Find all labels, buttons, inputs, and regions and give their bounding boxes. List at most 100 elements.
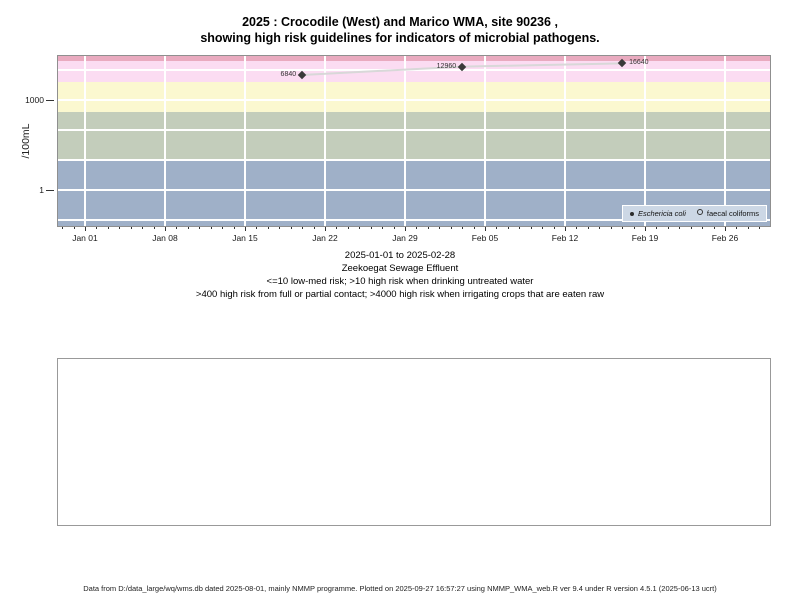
x-tick-major <box>564 227 566 231</box>
x-tick-minor <box>462 227 464 229</box>
plot-area: Eschericia coli faecal coliforms 6840 1296… <box>57 55 771 227</box>
x-tick-label-Jan-22: Jan 22 <box>312 233 338 243</box>
chart-title-line2: showing high risk guidelines for indicat… <box>200 31 600 45</box>
risk-band-above-20000 <box>58 56 770 61</box>
x-tick-minor <box>416 227 418 229</box>
chart-title-line1: 2025 : Crocodile (West) and Marico WMA, … <box>242 15 558 29</box>
subtitle-site-name: Zeekoegat Sewage Effluent <box>341 263 459 274</box>
x-tick-minor <box>153 227 155 229</box>
chart-title: 2025 : Crocodile (West) and Marico WMA, … <box>0 14 800 46</box>
x-tick-minor <box>187 227 189 229</box>
x-tick-minor <box>473 227 475 229</box>
x-tick-minor <box>702 227 704 229</box>
x-tick-minor <box>690 227 692 229</box>
x-tick-minor <box>553 227 555 229</box>
data-point-label: 16640 <box>629 59 649 67</box>
open-circle-icon <box>696 209 703 215</box>
x-tick-minor <box>542 227 544 229</box>
x-tick-label-Jan-29: Jan 29 <box>392 233 418 243</box>
legend-item-eschericia-coli: Eschericia coli <box>629 209 686 218</box>
legend-label: faecal coliforms <box>706 209 759 218</box>
empty-panel <box>57 358 771 526</box>
subtitle-guideline-contact-irrigation: >400 high risk from full or partial cont… <box>195 289 605 300</box>
x-tick-minor <box>519 227 521 229</box>
legend-label: Eschericia coli <box>637 209 686 218</box>
x-tick-minor <box>199 227 201 229</box>
x-tick-minor <box>713 227 715 229</box>
x-tick-major <box>164 227 166 231</box>
h-gridline <box>58 188 770 191</box>
risk-band-4000-20000-irrigation-high-risk <box>58 60 770 82</box>
x-tick-label-Jan-08: Jan 08 <box>152 233 178 243</box>
x-tick-minor <box>210 227 212 229</box>
x-tick-minor <box>279 227 281 229</box>
h-gridline <box>58 98 770 101</box>
x-tick-minor <box>576 227 578 229</box>
v-gridline <box>563 56 566 226</box>
x-tick-minor <box>679 227 681 229</box>
x-tick-minor <box>393 227 395 229</box>
v-gridline <box>403 56 406 226</box>
x-tick-label-Jan-01: Jan 01 <box>72 233 98 243</box>
x-tick-minor <box>382 227 384 229</box>
chart-subtitle: 2025-01-01 to 2025-02-28 Zeekoegat Sewag… <box>0 249 800 301</box>
risk-band-10-400-drinking-high-risk <box>58 111 770 160</box>
x-tick-minor <box>599 227 601 229</box>
y-tick-mark <box>46 189 54 191</box>
x-tick-minor <box>336 227 338 229</box>
risk-band-400-4000-contact-high-risk <box>58 81 770 112</box>
x-tick-major <box>84 227 86 231</box>
y-axis: 1000 1 <box>0 56 58 226</box>
x-tick-minor <box>450 227 452 229</box>
filled-dot-icon <box>629 211 634 216</box>
x-tick-minor <box>302 227 304 229</box>
x-tick-label-Jan-15: Jan 15 <box>232 233 258 243</box>
x-tick-minor <box>256 227 258 229</box>
series-line-ecoli <box>302 62 623 76</box>
legend-item-faecal-coliforms: faecal coliforms <box>696 209 759 218</box>
y-tick-mark <box>46 99 54 101</box>
x-tick-minor <box>370 227 372 229</box>
x-tick-label-Feb-19: Feb 19 <box>631 233 659 243</box>
x-tick-minor <box>610 227 612 229</box>
x-tick-minor <box>96 227 98 229</box>
x-tick-minor <box>359 227 361 229</box>
x-tick-minor <box>747 227 749 229</box>
x-tick-major <box>644 227 646 231</box>
x-tick-label-Feb-12: Feb 12 <box>551 233 579 243</box>
x-tick-minor <box>507 227 509 229</box>
subtitle-guideline-drinking: <=10 low-med risk; >10 high risk when dr… <box>266 276 534 287</box>
x-tick-minor <box>439 227 441 229</box>
x-tick-minor <box>736 227 738 229</box>
x-tick-minor <box>176 227 178 229</box>
x-tick-minor <box>233 227 235 229</box>
h-gridline <box>58 218 770 221</box>
x-tick-minor <box>222 227 224 229</box>
data-point-label: 6840 <box>280 70 297 78</box>
x-tick-major <box>244 227 246 231</box>
v-gridline <box>483 56 486 226</box>
x-tick-minor <box>313 227 315 229</box>
y-tick-label-1000: 1000 <box>25 94 44 105</box>
x-tick-minor <box>290 227 292 229</box>
x-tick-label-Feb-26: Feb 26 <box>711 233 739 243</box>
x-tick-minor <box>62 227 64 229</box>
x-tick-minor <box>107 227 109 229</box>
h-gridline <box>58 128 770 131</box>
x-tick-minor <box>633 227 635 229</box>
x-tick-major <box>724 227 726 231</box>
x-tick-minor <box>130 227 132 229</box>
x-tick-minor <box>622 227 624 229</box>
subtitle-date-range: 2025-01-01 to 2025-02-28 <box>344 250 456 261</box>
v-gridline <box>163 56 166 226</box>
x-tick-label-Feb-05: Feb 05 <box>471 233 499 243</box>
v-gridline <box>243 56 246 226</box>
y-tick-label-1: 1 <box>39 184 44 195</box>
x-tick-minor <box>119 227 121 229</box>
x-tick-major <box>404 227 406 231</box>
v-gridline <box>643 56 646 226</box>
x-tick-minor <box>347 227 349 229</box>
v-gridline <box>323 56 326 226</box>
data-point-label: 12960 <box>436 62 457 70</box>
